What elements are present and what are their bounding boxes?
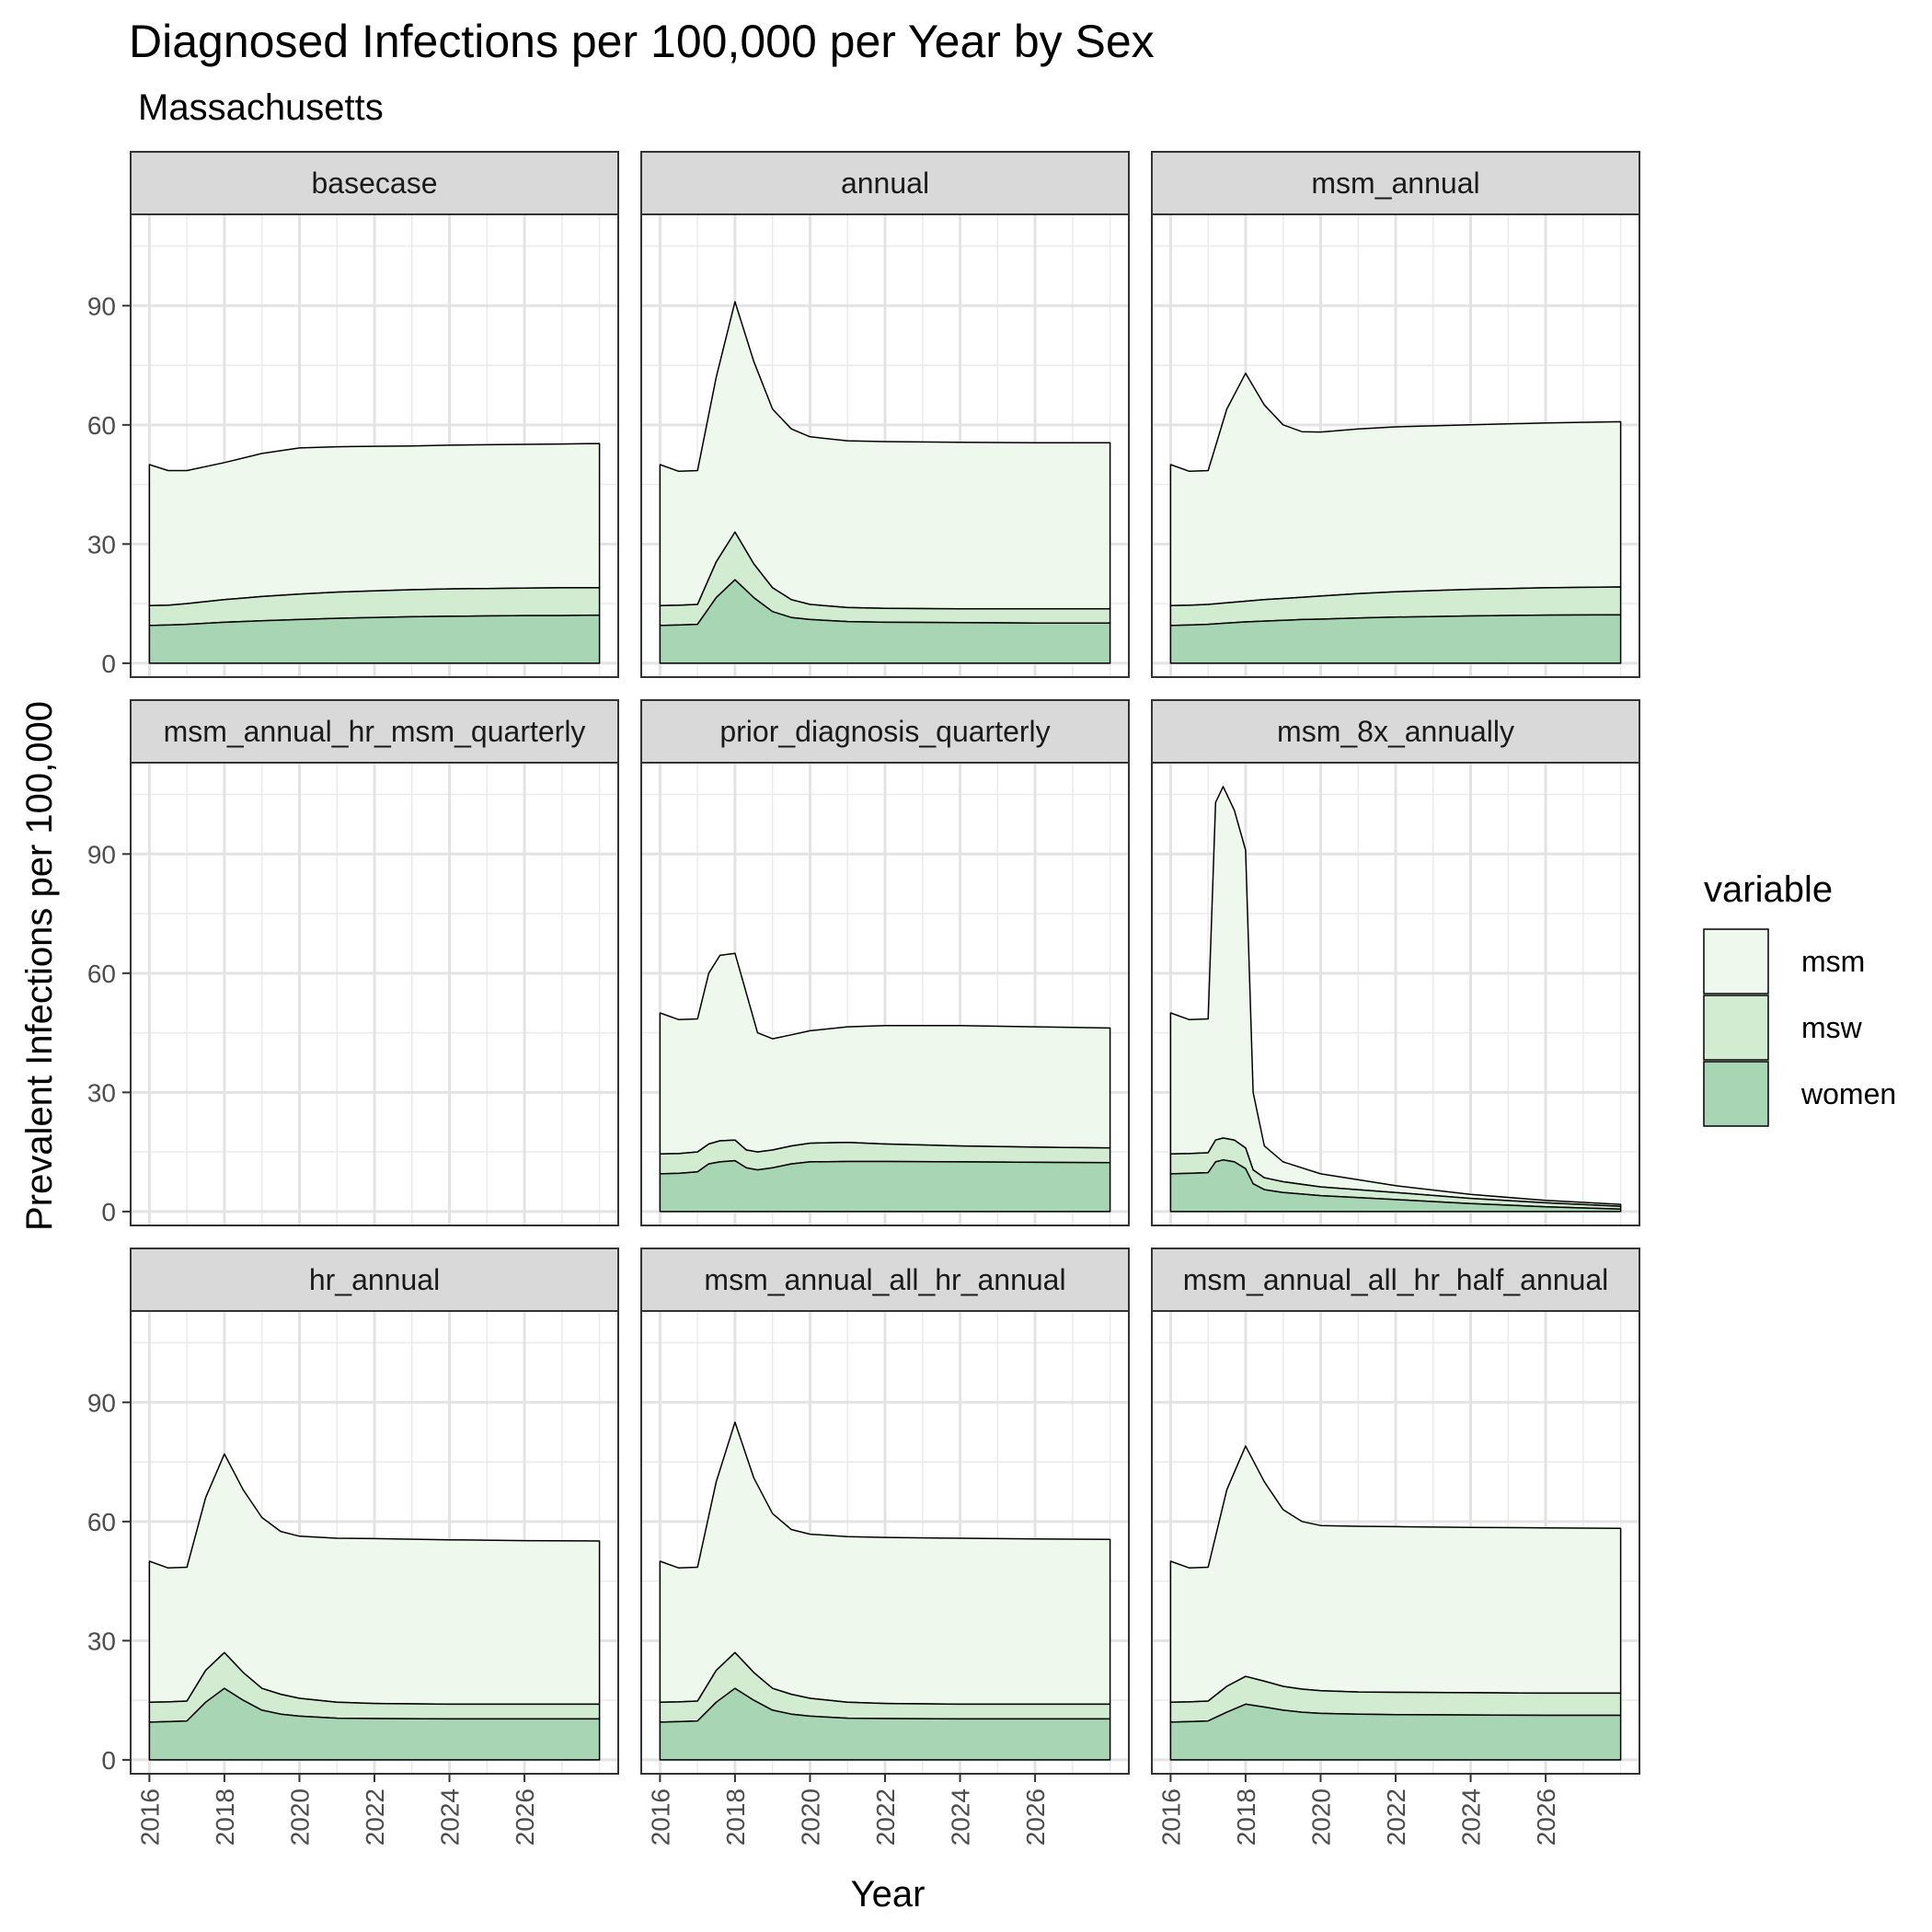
area-women [148,614,601,664]
y-tick-label: 60 [87,960,116,988]
area-women [659,579,1111,664]
panel-msm_annual: msm_annual [1151,151,1640,678]
area-women [1169,1703,1622,1761]
facet-label: msm_8x_annually [1277,715,1514,748]
panel-msm_annual_all_hr_half_annual: msm_annual_all_hr_half_annual 2016 2018 202… [1151,1248,1640,1846]
stacked-areas [148,1453,601,1761]
x-tick-label: 2016 [646,1788,674,1846]
facet-label: msm_annual_all_hr_half_annual [1183,1263,1609,1296]
y-tick-label: 90 [87,840,116,868]
y-tick-label: 30 [87,1078,116,1107]
legend: variable msm msw women [1703,869,1896,1127]
y-tick-label: 0 [101,1198,116,1226]
y-tick-label: 0 [101,1746,116,1775]
x-axis: 2016 2018 2020 2022 2024 2026 [1156,1774,1560,1846]
panel-msm_8x_annually: msm_8x_annually [1151,699,1640,1226]
major-gridlines [131,763,618,1225]
area-women [659,1159,1111,1213]
x-tick-label: 2022 [1382,1788,1410,1846]
stacked-areas [148,443,601,664]
area-msm [148,443,601,607]
stacked-areas [659,1421,1111,1761]
panel-prior_diagnosis_quarterly: prior_diagnosis_quarterly [640,699,1130,1226]
facet-label: prior_diagnosis_quarterly [719,715,1050,748]
legend-label-women: women [1800,1077,1896,1110]
facet-panels: basecase 0 30 60 90 annual msm_annual msm_annua… [87,151,1640,1846]
facet-label: msm_annual [1311,167,1479,200]
panel-border [640,762,1130,1226]
x-axis-title: Year [851,1874,926,1915]
y-tick-label: 0 [101,650,116,678]
facet-label: msm_annual_hr_msm_quarterly [164,715,586,748]
x-tick-label: 2026 [1532,1788,1560,1846]
panel-msm_annual_all_hr_annual: msm_annual_all_hr_annual 2016 2018 2020 2022… [640,1248,1130,1846]
y-tick-label: 60 [87,411,116,440]
facet-strip [1151,1248,1640,1312]
legend-key-msw [1703,995,1769,1061]
legend-label-msm: msm [1801,945,1865,978]
stacked-areas [1169,1445,1622,1761]
x-tick-label: 2026 [511,1788,539,1846]
y-axis: 0 30 60 90 [87,1388,131,1775]
area-women [148,1687,601,1761]
facet-label: msm_annual_all_hr_annual [704,1263,1065,1296]
y-axis-title: Prevalent Infections per 100,000 [19,701,60,1231]
legend-key-msm [1703,928,1769,995]
facet-strip [1151,699,1640,764]
x-tick-label: 2020 [796,1788,824,1846]
area-women [1169,1159,1622,1213]
y-axis: 0 30 60 90 [87,292,131,678]
facet-label: hr_annual [309,1263,440,1296]
stacked-areas [1169,372,1622,664]
x-tick-label: 2022 [361,1788,389,1846]
stacked-areas [659,301,1111,664]
panel-msm_annual_hr_msm_quarterly: msm_annual_hr_msm_quarterly 0 30 60 90 [87,699,619,1226]
area-women [1169,614,1622,664]
facet-strip [130,151,619,215]
area-women [659,1687,1111,1761]
x-tick-label: 2018 [721,1788,750,1846]
panel-border [640,213,1130,678]
facet-strip [640,699,1130,764]
y-tick-label: 60 [87,1508,116,1536]
stacked-areas [659,952,1111,1213]
facet-label: annual [841,167,929,200]
x-tick-label: 2026 [1021,1788,1050,1846]
legend-title: variable [1704,869,1833,910]
panel-annual: annual [640,151,1130,678]
legend-label-msw: msw [1801,1011,1863,1044]
panel-basecase: basecase 0 30 60 90 [87,151,619,678]
panel-border [130,762,619,1226]
facet-label: basecase [312,167,438,200]
facet-strip [640,151,1130,215]
panel-border [1151,213,1640,678]
y-axis: 0 30 60 90 [87,840,131,1226]
x-tick-label: 2020 [1306,1788,1335,1846]
y-tick-label: 30 [87,530,116,558]
x-tick-label: 2024 [436,1788,465,1846]
x-tick-label: 2022 [871,1788,900,1846]
panel-border [130,213,619,678]
panel-hr_annual: hr_annual 0 30 60 90 2016 2018 2020 2022 2024 2026 [87,1248,619,1846]
x-axis: 2016 2018 2020 2022 2024 2026 [646,1774,1050,1846]
stacked-areas [1169,786,1622,1213]
y-tick-label: 90 [87,292,116,320]
x-tick-label: 2024 [1457,1788,1486,1846]
facet-strip [640,1248,1130,1312]
x-tick-label: 2016 [135,1788,164,1846]
panel-border [1151,762,1640,1226]
chart-title: Diagnosed Infections per 100,000 per Yea… [129,16,1155,67]
legend-key-women [1703,1061,1769,1127]
x-tick-label: 2024 [947,1788,975,1846]
facet-strip [1151,151,1640,215]
x-tick-label: 2018 [1232,1788,1260,1846]
x-tick-label: 2016 [1156,1788,1185,1846]
x-axis: 2016 2018 2020 2022 2024 2026 [135,1774,539,1846]
x-tick-label: 2018 [211,1788,239,1846]
x-tick-label: 2020 [285,1788,314,1846]
y-tick-label: 90 [87,1388,116,1417]
chart-subtitle: Massachusetts [138,87,384,128]
y-tick-label: 30 [87,1627,116,1655]
